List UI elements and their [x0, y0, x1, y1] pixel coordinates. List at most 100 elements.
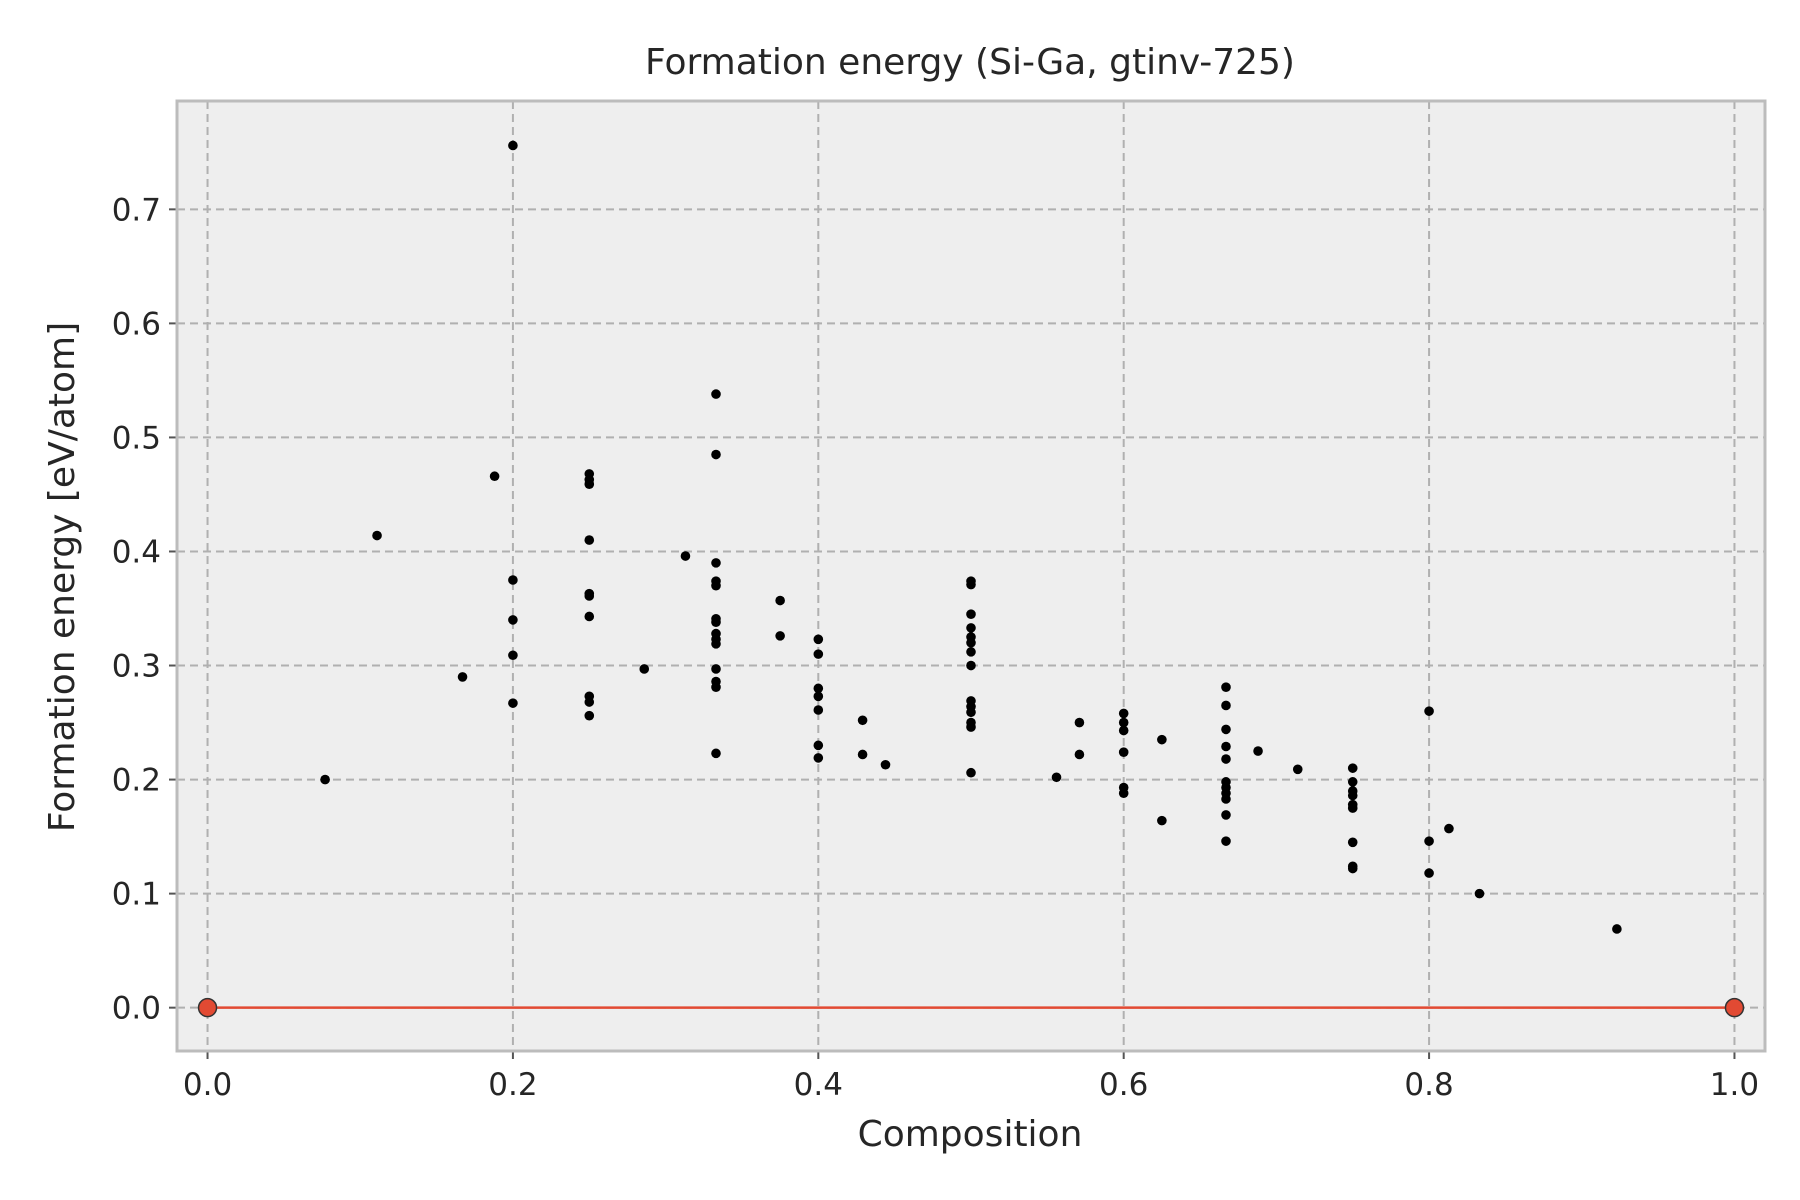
data-point [1424, 868, 1434, 878]
data-point [508, 575, 518, 585]
data-point [1157, 734, 1167, 745]
y-axis-label: Formation energy [eV/atom] [42, 322, 83, 832]
data-point [711, 449, 721, 460]
data-point [966, 660, 976, 671]
data-point [584, 697, 595, 707]
data-point [775, 631, 785, 641]
x-tick-label: 0.6 [1099, 1067, 1148, 1103]
data-point [639, 664, 650, 674]
data-point [857, 749, 868, 760]
data-point [1051, 772, 1062, 783]
data-point [711, 664, 721, 674]
data-point [813, 649, 824, 659]
data-point [966, 722, 976, 732]
data-point [966, 707, 976, 718]
data-point [1347, 790, 1358, 801]
points-layer [320, 140, 1622, 934]
data-point [457, 672, 468, 682]
data-point [813, 691, 824, 702]
data-point [584, 591, 595, 601]
hull-point [1724, 997, 1745, 1018]
data-point [1074, 749, 1085, 760]
y-tick-label: 0.2 [112, 763, 161, 799]
data-point [1118, 708, 1129, 719]
data-point [1221, 836, 1231, 846]
data-point [584, 611, 595, 622]
hull-point [197, 997, 218, 1018]
y-tick-label: 0.6 [112, 306, 161, 342]
data-point [584, 710, 595, 721]
data-point [966, 637, 976, 648]
data-point [1118, 717, 1129, 728]
data-point [1221, 741, 1231, 752]
x-tick-label: 1.0 [1710, 1067, 1759, 1103]
data-point [489, 471, 500, 482]
data-point [813, 634, 824, 645]
data-point [1292, 764, 1303, 775]
data-point [1424, 706, 1434, 716]
data-point [1157, 815, 1167, 826]
data-point [813, 753, 824, 763]
data-point [1221, 794, 1231, 804]
data-point [1347, 863, 1358, 874]
data-point [1347, 837, 1358, 848]
data-point [711, 389, 721, 399]
y-tick-label: 0.0 [112, 991, 161, 1027]
data-point [813, 683, 824, 694]
chart-title: Formation energy (Si-Ga, gtinv-725) [645, 42, 1295, 83]
data-point [966, 647, 976, 657]
data-point [711, 682, 721, 692]
y-tick-label: 0.3 [112, 649, 161, 685]
data-point [680, 551, 691, 561]
data-point [508, 615, 518, 625]
data-point [1118, 725, 1129, 736]
data-point [1347, 803, 1358, 813]
data-point [1424, 836, 1434, 846]
data-point [508, 650, 518, 661]
data-point [1221, 724, 1231, 735]
data-point [508, 140, 518, 151]
data-point [1221, 754, 1231, 764]
x-tick-label: 0.4 [794, 1067, 843, 1103]
y-tick-label: 0.7 [112, 192, 161, 228]
data-point [857, 715, 868, 726]
data-point [775, 595, 785, 606]
x-axis-label: Composition [858, 1114, 1083, 1155]
data-point [1474, 888, 1485, 899]
data-point [320, 774, 330, 785]
grid-layer [177, 101, 1765, 1051]
data-point [1221, 810, 1231, 820]
data-point [508, 698, 518, 708]
data-point [711, 617, 721, 627]
x-tick-label: 0.8 [1404, 1067, 1453, 1103]
x-tick-label: 0.0 [183, 1067, 232, 1103]
y-tick-label: 0.1 [112, 877, 161, 913]
data-point [584, 535, 595, 545]
plot-area [177, 101, 1765, 1051]
data-point [1118, 788, 1129, 799]
x-tick-label: 0.2 [488, 1067, 537, 1103]
y-tick-label: 0.5 [112, 420, 161, 456]
data-point [1221, 700, 1231, 711]
data-point [1253, 746, 1263, 756]
data-point [966, 609, 976, 620]
data-point [711, 558, 721, 568]
data-point [711, 580, 721, 591]
ticks-layer: 0.0 0.2 0.4 0.6 0.8 1.0 0.0 0.1 0.2 0.3 0.4 0.5 0.6 0… [112, 192, 1759, 1103]
data-point [1347, 763, 1358, 773]
data-point [880, 759, 891, 770]
data-point [1444, 823, 1454, 834]
data-point [1612, 924, 1622, 934]
plot-frame [175, 99, 1767, 1053]
hull-layer [197, 997, 1745, 1018]
data-point [966, 579, 976, 590]
data-point [711, 639, 721, 649]
data-point [711, 748, 721, 759]
data-point [1221, 682, 1231, 692]
data-point [813, 740, 824, 751]
data-point [1074, 717, 1085, 728]
data-point [813, 705, 824, 715]
data-point [966, 623, 976, 633]
data-point [584, 479, 595, 489]
